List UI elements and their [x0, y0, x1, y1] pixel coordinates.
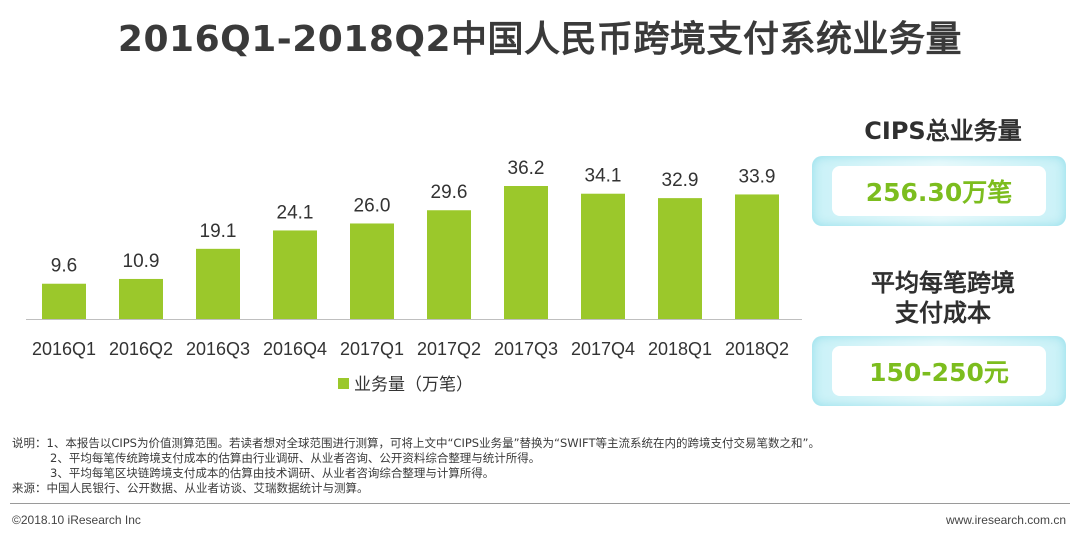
- legend-swatch: [338, 378, 349, 389]
- data-label: 9.6: [51, 256, 77, 277]
- avg-cost-title-line1: 平均每笔跨境: [871, 269, 1015, 297]
- x-tick-label: 2018Q2: [725, 339, 789, 359]
- note-line-2: 2、平均每笔传统跨境支付成本的估算由行业调研、从业者咨询、公开资料综合整理与统计…: [50, 451, 541, 465]
- bar: [42, 283, 86, 319]
- data-label: 32.9: [662, 170, 699, 191]
- x-tick-label: 2016Q4: [263, 339, 327, 359]
- bar-chart: 9.6 2016Q1 10.9 2016Q2 19.1 2016Q3 24.1 2016Q4 2…: [26, 158, 802, 395]
- bar: [119, 278, 163, 319]
- note-line-3: 3、平均每笔区块链跨境支付成本的估算由技术调研、从业者咨询综合整理与计算所得。: [50, 466, 495, 480]
- bar: [427, 210, 471, 319]
- x-tick-label: 2017Q3: [494, 339, 558, 359]
- website-link[interactable]: www.iresearch.com.cn: [945, 513, 1066, 527]
- x-tick-label: 2017Q4: [571, 339, 635, 359]
- data-label: 24.1: [277, 202, 314, 223]
- cips-total-box: 256.30万笔: [812, 156, 1066, 226]
- x-tick-label: 2016Q2: [109, 339, 173, 359]
- source-line: 来源：中国人民银行、公开数据、从业者访谈、艾瑞数据统计与测算。: [12, 481, 369, 495]
- note-line-1: 说明：1、本报告以CIPS为价值测算范围。若读者想对全球范围进行测算，可将上文中…: [12, 436, 820, 450]
- bar: [504, 186, 548, 319]
- notes: 说明：1、本报告以CIPS为价值测算范围。若读者想对全球范围进行测算，可将上文中…: [12, 436, 1072, 496]
- copyright: ©2018.10 iResearch Inc: [12, 513, 141, 527]
- data-label: 29.6: [431, 182, 468, 203]
- x-tick-label: 2016Q3: [186, 339, 250, 359]
- bar: [658, 198, 702, 319]
- data-label: 10.9: [123, 251, 160, 272]
- cips-total-value: 256.30万笔: [832, 166, 1046, 216]
- x-tick-label: 2017Q1: [340, 339, 404, 359]
- footer-divider: [10, 503, 1070, 504]
- avg-cost-box: 150-250元: [812, 336, 1066, 406]
- bar: [196, 248, 240, 319]
- bar: [735, 194, 779, 319]
- avg-cost-title-line2: 支付成本: [895, 299, 991, 327]
- x-tick-label: 2017Q2: [417, 339, 481, 359]
- data-label: 36.2: [508, 158, 545, 179]
- x-tick-label: 2016Q1: [32, 339, 96, 359]
- data-label: 33.9: [739, 166, 776, 187]
- data-label: 34.1: [585, 166, 622, 187]
- bar: [350, 223, 394, 319]
- cips-total-title: CIPS总业务量: [864, 117, 1022, 145]
- data-label: 19.1: [200, 221, 237, 242]
- bar: [273, 230, 317, 319]
- bar: [581, 193, 625, 319]
- legend-label: 业务量（万笔）: [354, 375, 473, 395]
- avg-cost-value: 150-250元: [832, 346, 1046, 396]
- page-title: 2016Q1-2018Q2中国人民币跨境支付系统业务量: [117, 19, 963, 60]
- x-tick-label: 2018Q1: [648, 339, 712, 359]
- data-label: 26.0: [354, 195, 391, 216]
